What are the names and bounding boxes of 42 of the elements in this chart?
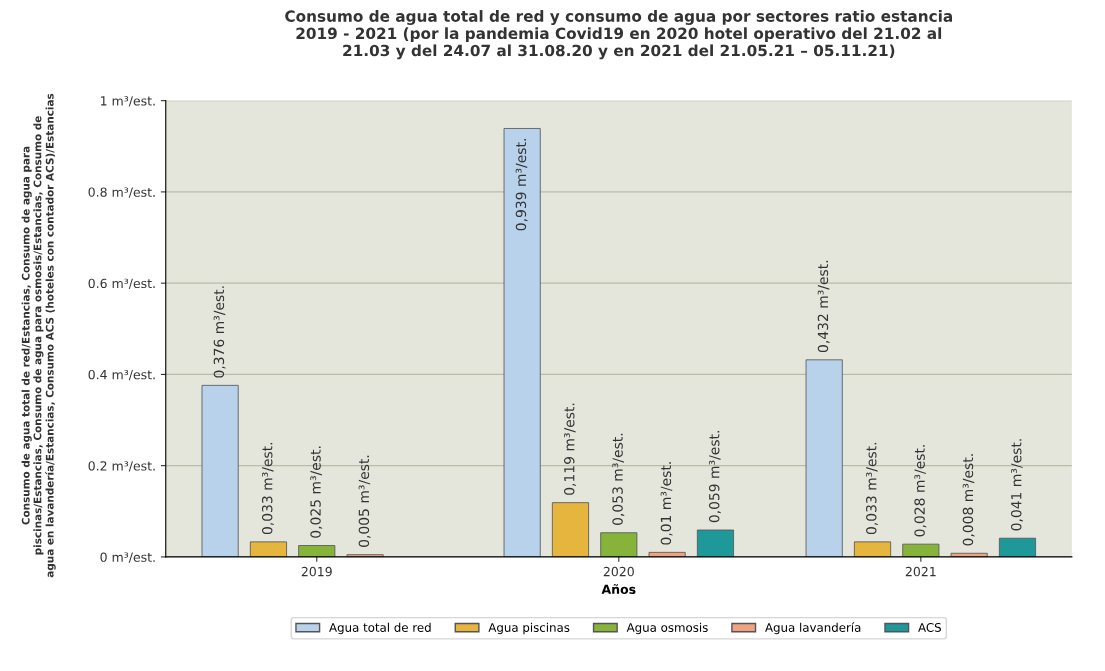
bar — [696, 529, 734, 557]
legend-label: Agua piscinas — [488, 622, 570, 635]
bar — [201, 384, 239, 557]
data-label: 0,025 m³/est. — [310, 446, 323, 538]
data-label: 0,01 m³/est. — [660, 462, 673, 545]
y-tick-label: 0.4 m³/est. — [88, 369, 155, 381]
x-tick-label: 2021 — [905, 566, 936, 577]
legend-label: Agua lavandería — [765, 622, 861, 635]
x-tick-label: 2020 — [603, 566, 634, 577]
bar — [805, 359, 843, 557]
y-tick-label: 0.2 m³/est. — [88, 461, 155, 472]
data-label: 0,041 m³/est. — [1011, 439, 1023, 531]
y-tick-label: 1 m³/est. — [101, 96, 155, 107]
data-label: 0,028 m³/est. — [914, 445, 927, 537]
data-label: 0,008 m³/est. — [962, 454, 975, 546]
x-tick-label: 2019 — [301, 566, 332, 577]
y-tick-label: 0 m³/est. — [100, 552, 155, 563]
data-label: 0,053 m³/est. — [612, 433, 625, 525]
data-label: 0,119 m³/est. — [564, 403, 576, 495]
y-tick-label: 0.8 m³/est. — [88, 187, 155, 198]
bar — [853, 541, 892, 557]
y-axis-title: Consumo de agua total de red/Estancias, Consumo de agua para piscinas/Estancias, Consumo de agua para osmosis/Estancias, Consumo de agua en lavandería/Estancias, Consumo ACS (hoteles con contador ACS)/Estancias — [21, 93, 56, 578]
data-label: 0,376 m³/est. — [213, 286, 226, 378]
data-label: 0,432 m³/est. — [817, 260, 830, 353]
bar — [503, 128, 541, 557]
legend-label: Agua osmosis — [626, 622, 708, 635]
bar — [298, 545, 336, 557]
chart-title: Consumo de agua total de red y consumo de agua por sectores ratio estancia 2019 - 2021 (por la pandemia Covid19 en 2020 hotel operativo del 21.02 al 21.03 y del 24.07 al 31.08.20 y en 2021 del 21.05.21 – 05.11.21) — [285, 10, 953, 60]
data-label: 0,033 m³/est. — [866, 442, 878, 535]
bar — [902, 543, 940, 557]
bar — [998, 537, 1037, 557]
legend-label: ACS — [918, 622, 941, 632]
bar — [600, 532, 638, 557]
x-axis-title: Años — [601, 584, 636, 594]
data-label: 0,005 m³/est. — [358, 455, 371, 547]
legend-label: Agua total de red — [329, 622, 431, 635]
y-tick-label: 0.6 m³/est. — [88, 278, 155, 290]
bar — [249, 541, 287, 557]
data-label: 0,033 m³/est. — [261, 442, 274, 535]
data-label: 0,059 m³/est. — [708, 431, 721, 523]
data-label: 0,939 m³/est. — [515, 139, 528, 231]
bar — [551, 502, 590, 557]
